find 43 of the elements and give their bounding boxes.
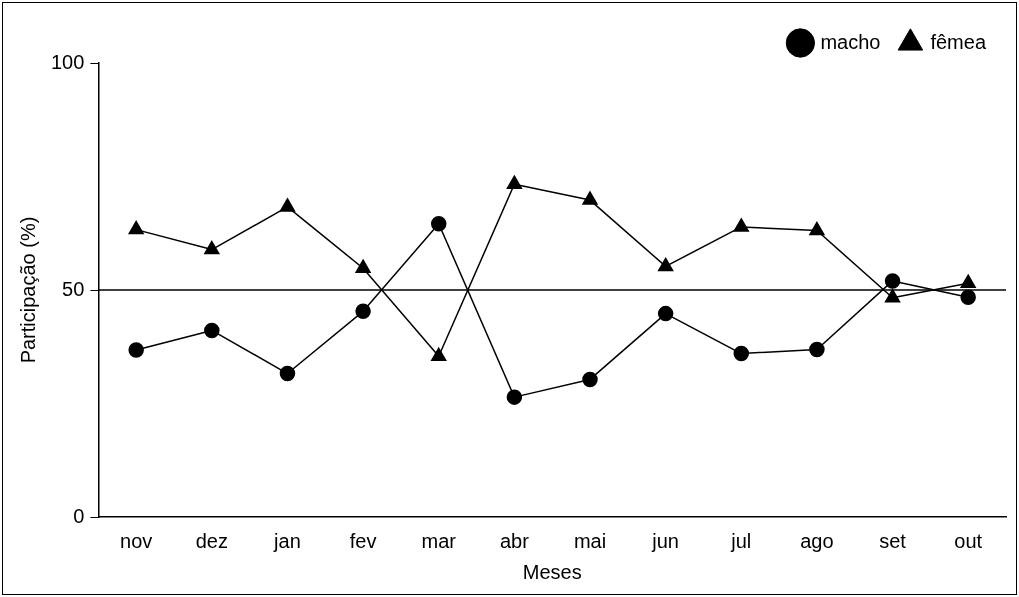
- point: [204, 322, 220, 339]
- point: [960, 289, 976, 306]
- x-tick-label: set: [879, 529, 907, 552]
- point: [582, 191, 598, 205]
- point: [128, 220, 144, 235]
- point: [884, 273, 901, 289]
- point: [506, 389, 523, 405]
- x-tick-label: abr: [499, 529, 530, 552]
- point: [809, 341, 825, 358]
- y-tick-label: 100: [50, 50, 85, 73]
- point: [884, 288, 901, 303]
- x-tick-label: mai: [573, 529, 607, 552]
- point: [430, 215, 447, 232]
- point: [657, 305, 674, 322]
- x-tick-label: dez: [195, 529, 228, 552]
- point: [657, 257, 674, 272]
- x-tick-label: mar: [421, 529, 457, 552]
- legend-label: fêmea: [930, 30, 987, 53]
- point: [733, 218, 749, 232]
- point: [128, 342, 144, 358]
- x-tick-label: nov: [120, 529, 153, 552]
- y-tick-label: 0: [73, 504, 85, 527]
- x-tick-label: out: [954, 529, 983, 552]
- point: [431, 347, 447, 362]
- y-axis-title: Participação (%): [16, 216, 39, 364]
- point: [279, 365, 296, 382]
- point: [355, 259, 371, 273]
- legend-label: macho: [820, 30, 881, 53]
- point: [279, 198, 296, 212]
- point: [582, 371, 598, 388]
- point: [355, 303, 371, 320]
- x-tick-label: jun: [651, 529, 679, 552]
- point: [204, 240, 220, 255]
- point: [960, 274, 976, 288]
- x-tick-label: jul: [730, 529, 752, 552]
- x-tick-label: jan: [273, 529, 301, 552]
- point: [506, 175, 523, 189]
- point: [733, 345, 750, 362]
- x-axis-title: Meses: [522, 560, 582, 583]
- x-tick-label: fev: [349, 529, 377, 552]
- y-tick-label: 50: [62, 277, 85, 300]
- point: [809, 221, 825, 236]
- x-tick-label: ago: [800, 529, 834, 552]
